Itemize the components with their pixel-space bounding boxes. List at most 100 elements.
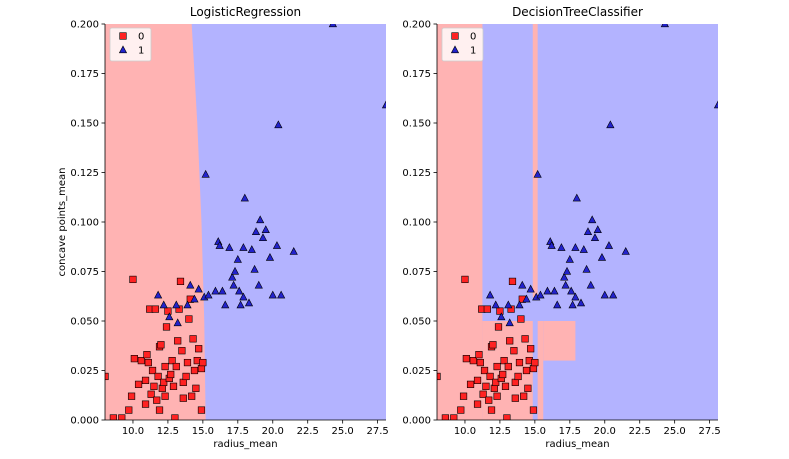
point-class-0: [185, 315, 193, 323]
point-class-1: [173, 318, 182, 327]
point-class-0: [179, 378, 187, 386]
point-class-1: [522, 294, 531, 303]
point-class-1: [660, 24, 669, 28]
point-class-0: [466, 380, 475, 388]
point-class-1: [272, 241, 282, 249]
point-class-0: [490, 384, 498, 392]
y-tick-label: 0.000: [70, 416, 99, 427]
decision-regions: [437, 24, 576, 420]
y-tick-label: 0.025: [70, 366, 99, 377]
y-tick-label: 0.075: [402, 267, 431, 278]
point-class-0: [457, 406, 465, 414]
point-class-0: [118, 414, 126, 420]
point-class-1: [576, 298, 586, 307]
tree-region-0: [437, 24, 483, 420]
point-class-0: [521, 335, 529, 343]
x-axis-label: radius_mean: [213, 439, 277, 450]
point-class-1: [254, 280, 263, 289]
x-tick-label: 15.0: [192, 426, 214, 437]
point-class-1: [250, 264, 259, 273]
point-class-1: [547, 241, 556, 249]
point-class-0: [506, 337, 514, 345]
point-class-0: [476, 358, 484, 367]
y-tick-label: 0.050: [402, 317, 431, 328]
x-tick-label: 12.5: [489, 426, 511, 437]
y-tick-label: 0.100: [70, 218, 99, 229]
point-class-0: [148, 366, 157, 375]
point-class-0: [141, 376, 150, 385]
point-class-0: [459, 392, 468, 400]
point-class-1: [328, 24, 337, 28]
point-class-1: [713, 100, 718, 109]
point-class-1: [221, 300, 230, 309]
point-class-0: [473, 400, 482, 408]
legend-label: 0: [470, 32, 476, 43]
point-class-1: [233, 254, 242, 263]
point-class-1: [560, 272, 569, 281]
legend-box: [109, 27, 152, 62]
point-class-1: [256, 215, 265, 224]
legend-label: 1: [138, 46, 144, 57]
legend-marker-0: [451, 32, 459, 40]
point-class-0: [143, 351, 151, 359]
legend-label: 0: [138, 32, 144, 43]
point-class-0: [155, 406, 164, 414]
point-class-0: [515, 358, 524, 367]
y-tick-label: 0.075: [70, 267, 99, 278]
point-class-0: [179, 394, 187, 402]
point-class-0: [192, 384, 200, 392]
point-class-1: [154, 290, 163, 299]
tree-region-2: [532, 24, 538, 298]
x-axis-label: radius_mean: [545, 439, 609, 450]
point-class-1: [571, 292, 580, 301]
point-class-0: [127, 392, 136, 400]
chart-title: LogisticRegression: [190, 5, 301, 19]
point-class-0: [483, 305, 491, 313]
point-class-1: [604, 241, 614, 249]
point-class-1: [172, 300, 181, 309]
point-class-0: [492, 378, 500, 386]
point-class-1: [186, 280, 195, 289]
point-class-0: [529, 364, 538, 373]
legend-marker-1: [118, 45, 128, 54]
point-class-0: [197, 406, 206, 414]
point-class-0: [137, 356, 145, 365]
point-class-1: [218, 286, 227, 295]
data-points: [105, 24, 386, 420]
point-class-1: [240, 193, 249, 202]
point-class-1: [258, 233, 268, 241]
point-class-0: [109, 414, 117, 420]
point-class-1: [586, 280, 595, 289]
point-class-1: [561, 280, 570, 289]
point-class-0: [461, 275, 469, 284]
point-class-0: [150, 382, 158, 390]
point-class-1: [215, 241, 224, 249]
point-class-0: [503, 414, 511, 420]
point-class-0: [195, 345, 203, 353]
x-tick-label: 20.0: [262, 426, 284, 437]
point-class-0: [189, 335, 197, 343]
legend: 01: [109, 27, 152, 62]
point-class-0: [510, 347, 518, 355]
point-class-1: [274, 120, 283, 129]
legend-box: [441, 27, 484, 62]
point-class-0: [517, 315, 525, 323]
point-class-0: [171, 414, 179, 420]
legend: 01: [441, 27, 484, 62]
data-points: [437, 24, 718, 420]
legend-marker-0: [119, 32, 127, 40]
point-class-1: [597, 252, 607, 261]
point-class-1: [533, 169, 542, 178]
point-class-0: [158, 384, 166, 392]
point-class-1: [201, 169, 210, 178]
point-class-1: [579, 245, 588, 253]
point-class-0: [473, 376, 482, 385]
point-class-0: [524, 384, 532, 392]
point-class-0: [520, 392, 528, 400]
x-tick-label: 27.5: [366, 426, 388, 437]
point-class-0: [485, 396, 493, 404]
point-class-0: [499, 370, 507, 379]
point-class-0: [147, 390, 155, 398]
point-class-1: [553, 300, 562, 309]
